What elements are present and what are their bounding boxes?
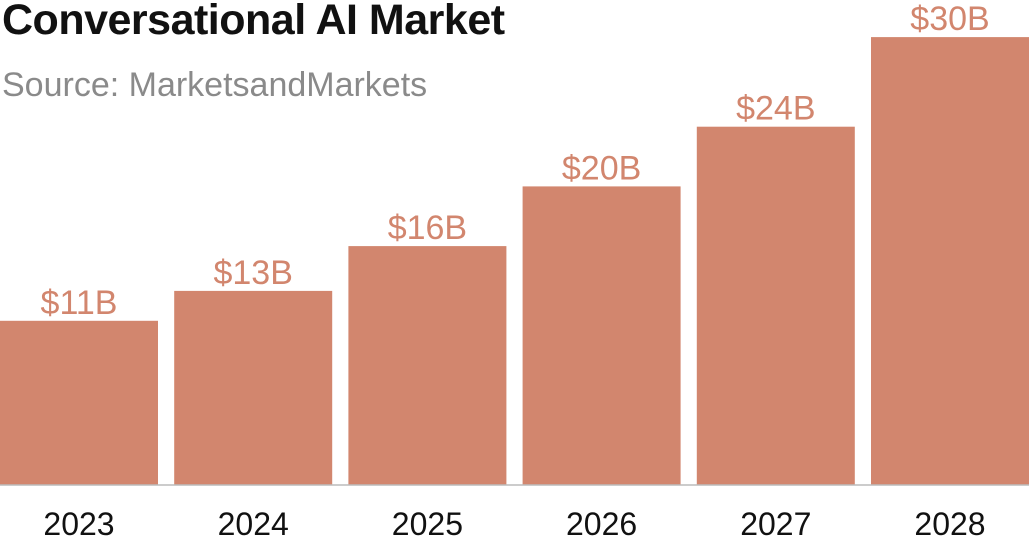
x-axis-ticks: 2023 2024 2025 2026 2027 2028 — [43, 506, 985, 542]
bars-layer: $11B $13B $16B $20B $24B $30B — [0, 0, 1029, 485]
bar-value-label: $30B — [910, 0, 989, 38]
chart-subtitle: Source: MarketsandMarkets — [2, 66, 428, 104]
bar-value-label: $11B — [41, 284, 118, 322]
bar-2024 — [174, 290, 333, 485]
bar-2028 — [871, 37, 1029, 485]
x-tick-label: 2028 — [914, 506, 985, 542]
bar-value-label: $24B — [736, 90, 815, 128]
x-tick-label: 2025 — [392, 506, 463, 542]
x-tick-label: 2023 — [43, 506, 114, 542]
chart-title: Conversational AI Market — [2, 0, 505, 44]
bar-2023 — [0, 320, 158, 485]
x-tick-label: 2024 — [218, 506, 289, 542]
bar-value-label: $13B — [213, 254, 292, 292]
bar-2027 — [696, 126, 855, 485]
bar-value-label: $16B — [388, 209, 467, 247]
bar-2026 — [522, 186, 681, 485]
x-tick-label: 2027 — [740, 506, 811, 542]
bar-2025 — [348, 246, 507, 485]
bar-value-label: $20B — [562, 149, 641, 187]
x-tick-label: 2026 — [566, 506, 637, 542]
